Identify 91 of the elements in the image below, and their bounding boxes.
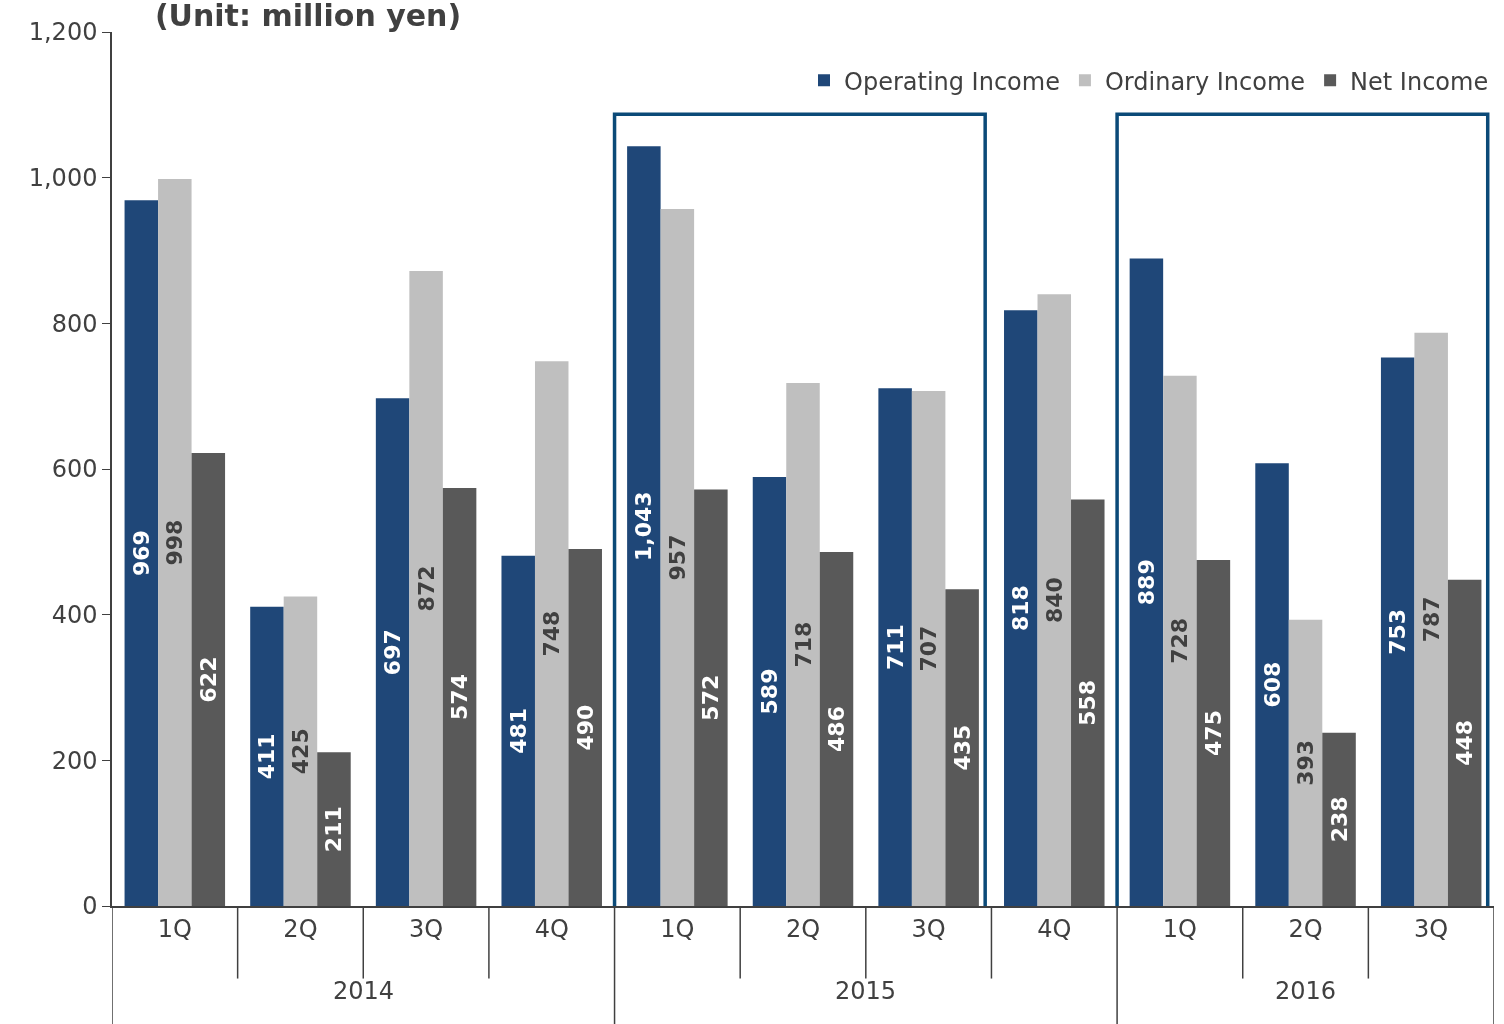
data-label: 238 xyxy=(1326,796,1352,843)
data-label: 486 xyxy=(824,706,849,752)
chart-title: (Unit: million yen) xyxy=(154,0,462,34)
data-label: 393 xyxy=(1293,739,1319,786)
y-tick-label: 1,200 xyxy=(28,18,98,47)
data-label: 998 xyxy=(162,519,188,566)
data-label: 589 xyxy=(757,668,782,715)
x-tick-label: 1Q xyxy=(1162,914,1197,943)
legend-label: Operating Income xyxy=(844,67,1060,96)
text: 2015 xyxy=(835,977,897,1005)
x-tick-label: 4Q xyxy=(534,914,569,943)
bar xyxy=(534,361,569,906)
bar xyxy=(442,487,477,906)
bar xyxy=(1322,732,1356,906)
bar xyxy=(124,200,159,906)
bar xyxy=(1037,294,1072,906)
data-label: 622 xyxy=(195,656,221,703)
legend-label: Ordinary Income xyxy=(1104,67,1306,96)
bar xyxy=(660,208,695,906)
bar xyxy=(158,179,192,906)
data-label: 211 xyxy=(321,806,347,853)
data-label: 818 xyxy=(1008,585,1034,632)
x-tick-label: 1Q xyxy=(660,914,695,943)
bar xyxy=(694,489,728,906)
data-label: 889 xyxy=(1133,559,1159,606)
data-label: 697 xyxy=(380,629,406,676)
data-label: 481 xyxy=(505,707,531,754)
x-tick-label: 3Q xyxy=(1414,914,1449,943)
bar xyxy=(1255,463,1289,906)
data-label: 787 xyxy=(1418,596,1444,643)
bar xyxy=(1380,357,1415,906)
bar xyxy=(819,552,854,906)
data-label: 728 xyxy=(1167,617,1193,664)
text: 2016 xyxy=(1275,977,1337,1005)
bar xyxy=(568,549,602,906)
bar xyxy=(1163,375,1197,906)
data-label: 840 xyxy=(1041,577,1067,624)
data-label: 448 xyxy=(1452,719,1478,766)
y-tick-label: 0 xyxy=(82,892,98,921)
data-label: 572 xyxy=(698,674,724,721)
bar xyxy=(1071,499,1105,906)
bar xyxy=(501,555,535,906)
data-label: 753 xyxy=(1385,608,1411,655)
bar xyxy=(878,388,912,906)
y-tick-label: 1,000 xyxy=(28,164,98,193)
x-tick-label: 2Q xyxy=(1288,914,1323,943)
bar xyxy=(250,606,284,906)
data-label: 1,043 xyxy=(631,491,657,561)
bar xyxy=(283,596,318,906)
legend-label: Net Income xyxy=(1350,67,1489,96)
y-tick-label: 800 xyxy=(51,309,98,338)
data-label: 574 xyxy=(447,674,473,720)
data-label: 435 xyxy=(949,724,975,771)
bar xyxy=(1004,310,1038,906)
data-label: 711 xyxy=(882,624,908,671)
x-tick-label: 3Q xyxy=(911,914,946,943)
text: 2014 xyxy=(333,977,395,1005)
data-label: 608 xyxy=(1259,661,1285,708)
data-label: 718 xyxy=(790,621,816,668)
y-tick-label: 600 xyxy=(51,455,98,484)
data-label: 748 xyxy=(539,610,565,657)
bar xyxy=(627,146,661,906)
x-tick-label: 3Q xyxy=(409,914,444,943)
data-label: 490 xyxy=(572,704,598,751)
bar xyxy=(1196,560,1231,906)
data-label: 969 xyxy=(128,530,154,577)
data-label: 872 xyxy=(413,565,439,612)
bar xyxy=(1129,258,1164,906)
bar xyxy=(1447,579,1482,906)
x-tick-label: 2Q xyxy=(785,914,821,943)
y-tick-label: 200 xyxy=(51,746,98,775)
bar xyxy=(317,752,351,906)
bar xyxy=(911,391,946,906)
bar xyxy=(375,398,410,906)
bar xyxy=(409,270,443,906)
bar xyxy=(752,477,787,906)
y-tick-label: 400 xyxy=(51,601,98,630)
bar xyxy=(1414,332,1448,906)
data-label: 411 xyxy=(254,733,280,780)
x-tick-label: 4Q xyxy=(1037,914,1072,943)
x-tick-label: 2Q xyxy=(283,914,318,943)
data-label: 957 xyxy=(664,534,690,581)
bar xyxy=(945,589,979,906)
bar xyxy=(1288,619,1323,906)
data-label: 707 xyxy=(916,625,942,672)
x-tick-label: 1Q xyxy=(157,914,192,943)
bar xyxy=(191,452,226,906)
data-label: 425 xyxy=(287,728,313,775)
data-label: 558 xyxy=(1075,679,1101,726)
bar xyxy=(786,383,820,906)
data-label: 475 xyxy=(1200,710,1226,756)
